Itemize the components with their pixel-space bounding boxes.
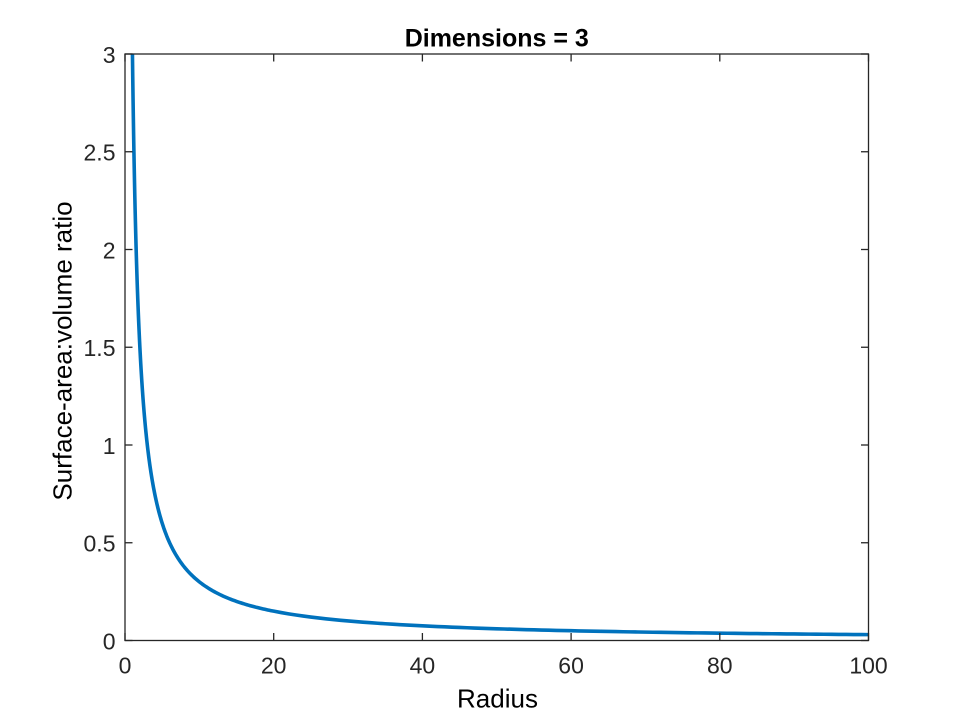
svg-text:100: 100	[849, 653, 887, 679]
svg-text:1: 1	[103, 433, 116, 459]
svg-text:2: 2	[103, 237, 116, 263]
svg-text:2.5: 2.5	[84, 140, 116, 166]
svg-text:20: 20	[261, 653, 287, 679]
svg-text:80: 80	[707, 653, 733, 679]
svg-text:0: 0	[119, 653, 132, 679]
svg-text:0.5: 0.5	[84, 531, 116, 557]
svg-text:3: 3	[103, 42, 116, 68]
svg-text:60: 60	[558, 653, 584, 679]
svg-text:40: 40	[410, 653, 436, 679]
svg-text:1.5: 1.5	[84, 335, 116, 361]
svg-text:0: 0	[103, 628, 116, 654]
svg-text:Radius: Radius	[457, 684, 538, 714]
svg-text:Dimensions = 3: Dimensions = 3	[405, 24, 589, 52]
svg-text:Surface-area:volume ratio: Surface-area:volume ratio	[48, 201, 78, 500]
